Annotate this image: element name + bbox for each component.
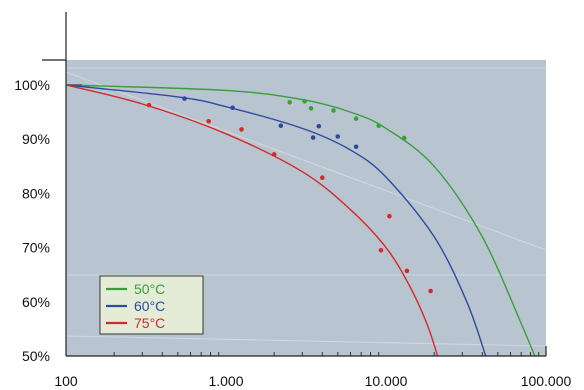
legend-entry: 60°C (134, 298, 165, 314)
data-point (316, 123, 322, 129)
x-tick-label: 100 (54, 373, 78, 389)
legend: 50°C60°C75°C (99, 275, 204, 335)
data-point (320, 175, 325, 180)
data-point (239, 127, 244, 132)
y-tick-label: 70% (22, 240, 50, 256)
data-points (146, 96, 433, 294)
data-point (146, 102, 152, 108)
axes (42, 12, 547, 357)
data-point (376, 123, 382, 128)
y-tick-label: 80% (22, 185, 50, 201)
series-curve (65, 84, 536, 357)
data-point (278, 123, 284, 128)
data-point (387, 213, 392, 219)
data-point (230, 105, 235, 111)
fit-curves (65, 84, 536, 357)
data-point (271, 152, 277, 157)
decor-line (65, 71, 547, 251)
data-point (335, 134, 341, 139)
data-point (428, 288, 433, 294)
data-point (287, 100, 293, 105)
data-point (353, 116, 359, 121)
x-tick-label: 1.000 (208, 373, 243, 389)
data-point (310, 135, 316, 140)
data-point (353, 144, 359, 150)
y-tick-label: 100% (14, 77, 50, 93)
y-tick-label: 60% (22, 294, 50, 310)
data-point (331, 108, 336, 113)
legend-entry: 75°C (134, 315, 165, 331)
data-point (302, 99, 307, 104)
y-tick-label: 90% (22, 131, 50, 147)
x-tick-labels: 100 1.000 10.000 100.000 (54, 373, 571, 389)
minor-ticks (113, 352, 540, 356)
data-point (401, 135, 407, 141)
series-curve (65, 84, 439, 357)
series-curve (65, 84, 487, 357)
legend-entry: 50°C (134, 281, 165, 297)
y-tick-labels: 100% 90% 80% 70% 60% 50% (14, 77, 50, 364)
y-tick-label: 50% (22, 348, 50, 364)
plot-decoration (65, 67, 547, 347)
x-tick-label: 10.000 (365, 373, 408, 389)
data-point (182, 96, 187, 101)
data-point (206, 119, 211, 124)
data-point (378, 248, 384, 253)
x-tick-label: 100.000 (521, 373, 572, 389)
data-point (404, 268, 410, 274)
data-point (308, 106, 314, 111)
decor-line (65, 335, 547, 347)
